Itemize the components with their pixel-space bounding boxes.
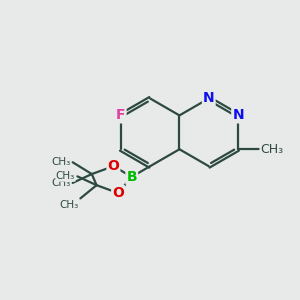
Text: N: N: [203, 92, 214, 106]
Text: B: B: [126, 170, 137, 184]
Text: CH₃: CH₃: [56, 171, 75, 181]
Text: CH₃: CH₃: [260, 143, 283, 156]
Text: F: F: [116, 108, 125, 122]
Text: CH₃: CH₃: [60, 200, 79, 210]
Text: CH₃: CH₃: [51, 157, 70, 167]
Text: CH₃: CH₃: [51, 178, 70, 188]
Text: N: N: [232, 108, 244, 122]
Text: O: O: [112, 186, 124, 200]
Text: O: O: [107, 159, 119, 173]
